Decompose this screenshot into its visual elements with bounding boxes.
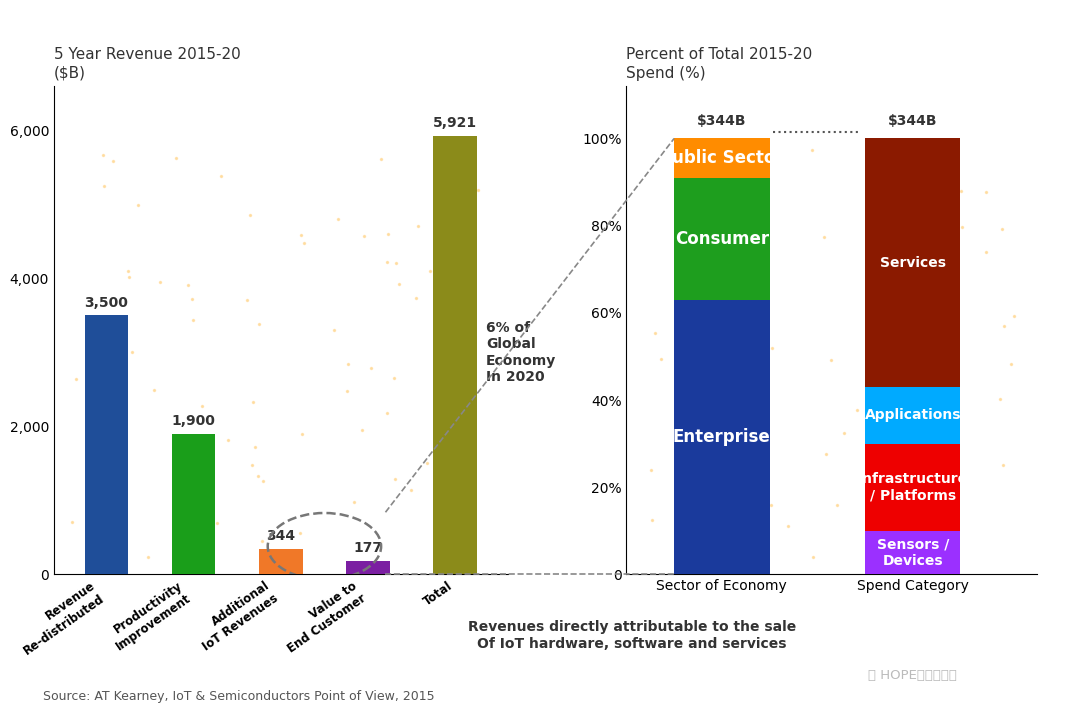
Bar <box>172 434 215 574</box>
Text: 3,500: 3,500 <box>84 296 129 309</box>
Text: Infrastructure
/ Platforms: Infrastructure / Platforms <box>858 472 968 503</box>
Text: 6% of
Global
Economy
In 2020: 6% of Global Economy In 2020 <box>486 321 556 384</box>
Text: Applications: Applications <box>864 409 961 422</box>
Bar <box>433 136 477 574</box>
Bar <box>84 315 129 574</box>
Text: Consumer: Consumer <box>675 230 769 248</box>
Text: $344B: $344B <box>888 113 937 128</box>
Text: Public Sector: Public Sector <box>660 149 784 167</box>
Bar <box>674 300 770 574</box>
Text: Services: Services <box>880 256 946 270</box>
Text: Enterprise: Enterprise <box>673 428 771 446</box>
Text: ($B): ($B) <box>54 65 86 80</box>
Bar <box>674 178 770 300</box>
Bar <box>259 549 302 574</box>
Bar <box>865 387 960 444</box>
Text: 1,900: 1,900 <box>172 414 216 428</box>
Text: 5 Year Revenue 2015-20: 5 Year Revenue 2015-20 <box>54 47 241 62</box>
Text: 5,921: 5,921 <box>433 116 477 131</box>
Text: 🔗 HOPE创新合伙人: 🔗 HOPE创新合伙人 <box>868 668 957 681</box>
Bar <box>347 561 390 574</box>
Text: 344: 344 <box>267 529 295 543</box>
Text: Revenues directly attributable to the sale
Of IoT hardware, software and service: Revenues directly attributable to the sa… <box>468 620 796 651</box>
Bar <box>865 139 960 387</box>
Bar <box>674 139 770 178</box>
Bar <box>865 531 960 574</box>
Text: Percent of Total 2015-20: Percent of Total 2015-20 <box>626 47 812 62</box>
Text: 177: 177 <box>353 541 382 556</box>
Text: Sensors /
Devices: Sensors / Devices <box>877 538 949 568</box>
Text: Spend (%): Spend (%) <box>626 65 706 80</box>
Text: Source: AT Kearney, IoT & Semiconductors Point of View, 2015: Source: AT Kearney, IoT & Semiconductors… <box>43 690 435 703</box>
Text: $344B: $344B <box>697 113 746 128</box>
Bar <box>865 444 960 531</box>
